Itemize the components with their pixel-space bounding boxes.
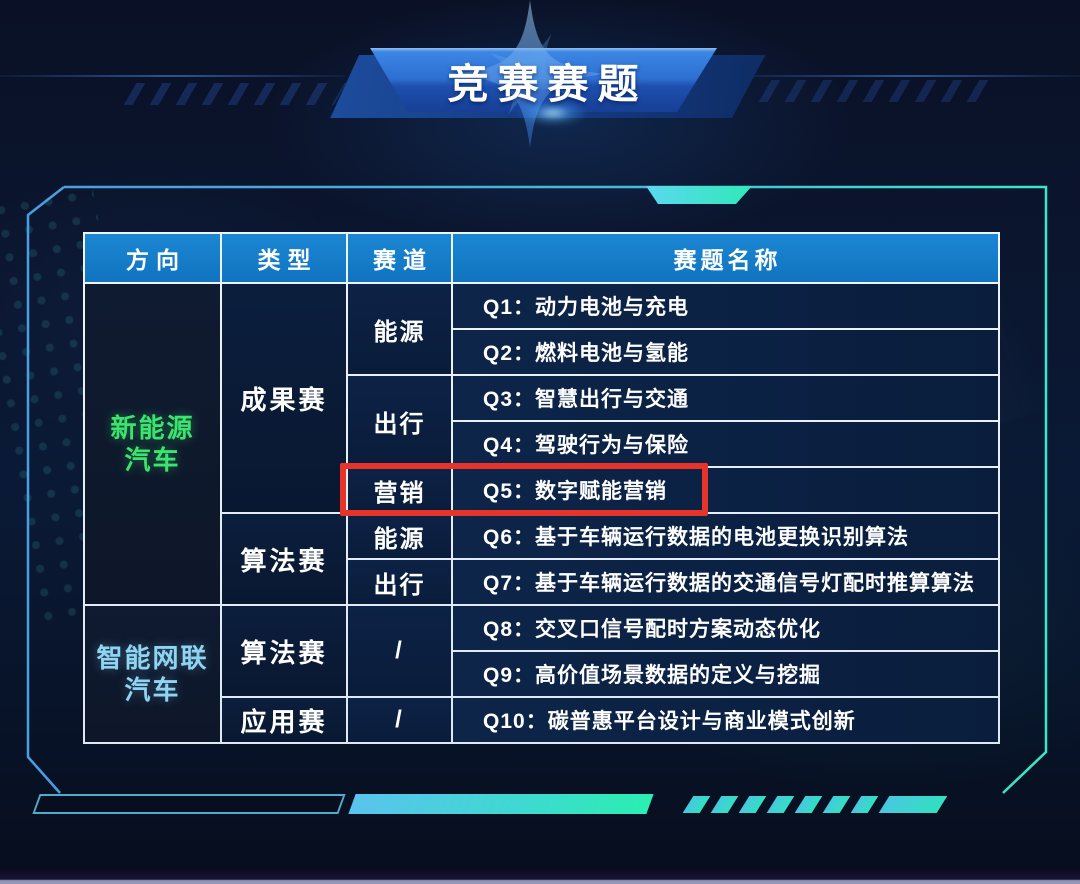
topic-cell-q4: Q4：驾驶行为与保险 [453,422,998,466]
type-cell-application: 应用赛 [222,698,346,742]
glow-highlight [518,100,588,126]
column-header-topic: 赛题名称 [453,234,998,282]
track-cell-energy-1: 能源 [348,284,451,374]
type-cell-algorithm-1: 算法赛 [222,514,346,604]
column-header-direction: 方向 [85,234,220,282]
direction-line: 智能网联 [96,642,209,673]
banner-hairline-right [735,75,1080,77]
track-cell-energy-2: 能源 [348,514,451,558]
bottom-bar-fill [348,794,654,814]
type-cell-achievement: 成果赛 [222,284,346,512]
topic-cell-q7: Q7：基于车辆运行数据的交通信号灯配时推算算法 [453,560,998,604]
track-cell-slash-1: / [348,606,451,696]
topic-cell-q6: Q6：基于车辆运行数据的电池更换识别算法 [453,514,998,558]
direction-line: 汽车 [124,675,181,705]
bottom-bar-outline [32,794,346,814]
topic-cell-q5: Q5：数字赋能营销 [453,468,998,512]
direction-line: 汽车 [124,445,181,475]
frame-accent [646,186,752,204]
sparkle-icon [456,0,604,148]
track-cell-travel-2: 出行 [348,560,451,604]
topics-table: 方向 类型 赛道 赛题名称 新能源 汽车 智能网联 汽车 成果赛 算法赛 算法赛… [83,232,1000,744]
topic-cell-q2: Q2：燃料电池与氢能 [453,330,998,374]
direction-cell-intelligent-connected: 智能网联 汽车 [85,606,220,742]
column-header-type: 类型 [222,234,346,282]
topic-cell-q9: Q9：高价值场景数据的定义与挖掘 [453,652,998,696]
track-cell-travel-1: 出行 [348,376,451,466]
direction-line: 新能源 [110,412,195,443]
highlight-box-q5 [340,463,708,516]
topic-cell-q10: Q10：碳普惠平台设计与商业模式创新 [453,698,998,742]
track-cell-marketing: 营销 [348,468,451,512]
topic-cell-q1: Q1：动力电池与充电 [453,284,998,328]
banner-hairline-left [0,75,345,77]
topic-cell-q8: Q8：交叉口信号配时方案动态优化 [453,606,998,650]
bottom-dashes [682,796,948,813]
bottom-strip [0,868,1080,884]
topic-cell-q3: Q3：智慧出行与交通 [453,376,998,420]
page-title: 竞赛赛题 [447,61,648,107]
column-header-track: 赛道 [348,234,451,282]
direction-cell-new-energy: 新能源 汽车 [85,284,220,604]
type-cell-algorithm-2: 算法赛 [222,606,346,696]
track-cell-slash-2: / [348,698,451,742]
